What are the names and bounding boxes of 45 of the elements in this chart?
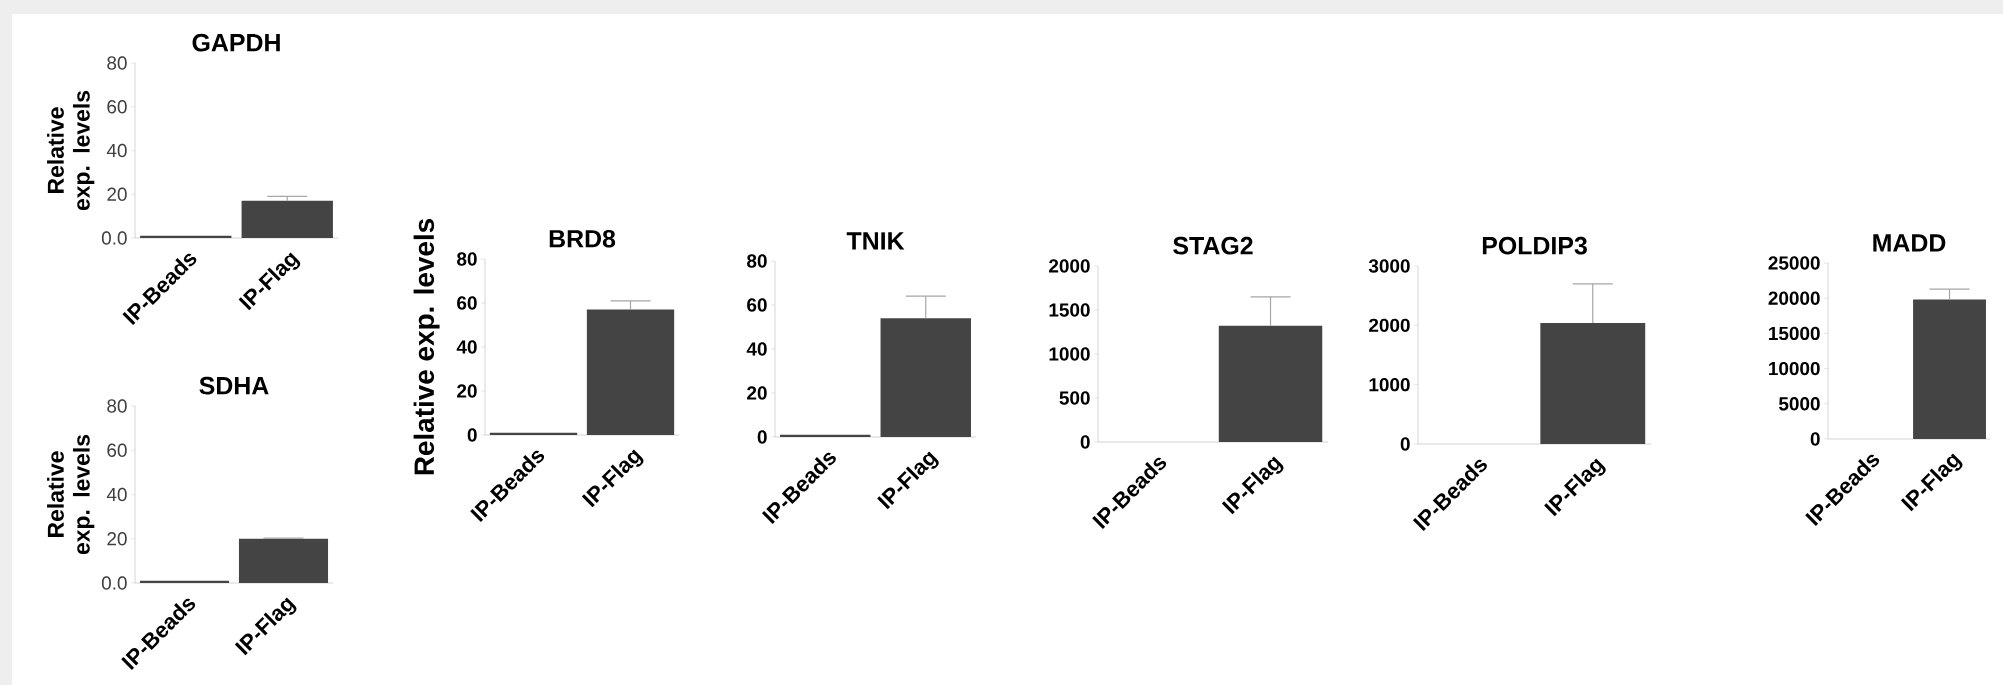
y-tick-label: 1000 bbox=[1369, 377, 1410, 392]
y-tick-label: 0 bbox=[1400, 437, 1410, 451]
chart-title: POLDIP3 bbox=[1482, 236, 1587, 255]
y-tick-label: 20 bbox=[107, 532, 127, 546]
chart-title: STAG2 bbox=[1173, 236, 1253, 255]
y-tick-label: 10000 bbox=[1769, 361, 1820, 376]
y-tick-label: 0 bbox=[757, 430, 767, 444]
y-tick-label: 20 bbox=[107, 187, 127, 201]
y-tick-label: 2000 bbox=[1369, 318, 1410, 333]
y-tick-label: 20 bbox=[747, 386, 767, 400]
y-tick-label: 40 bbox=[106, 143, 127, 158]
y-tick-label: 0 bbox=[1810, 432, 1820, 446]
chart-title: TNIK bbox=[846, 232, 905, 250]
y-tick-label: 500 bbox=[1059, 391, 1090, 405]
chart-title: MADD bbox=[1873, 234, 1946, 252]
y-tick-label: 20000 bbox=[1768, 291, 1820, 305]
y-tick-label: 0.0 bbox=[101, 231, 127, 245]
y-tick-label: 0 bbox=[1080, 435, 1090, 449]
y-tick-label: 20 bbox=[457, 384, 477, 398]
y-tick-label: 3000 bbox=[1368, 259, 1410, 273]
y-axis-title: Relative exp. levels bbox=[47, 90, 95, 211]
y-tick-label: 0 bbox=[467, 428, 477, 442]
y-tick-label: 25000 bbox=[1768, 256, 1820, 270]
y-tick-label: 40 bbox=[746, 342, 767, 356]
chart-title: GAPDH bbox=[192, 33, 280, 52]
y-tick-label: 80 bbox=[107, 399, 127, 413]
y-tick-label: 60 bbox=[107, 443, 127, 457]
y-tick-label: 40 bbox=[106, 487, 127, 502]
y-tick-label: 15000 bbox=[1769, 326, 1820, 341]
y-axis-title: Relative exp. levels bbox=[47, 434, 95, 555]
y-tick-label: 60 bbox=[457, 296, 477, 310]
y-tick-label: 80 bbox=[747, 254, 767, 268]
y-tick-label: 5000 bbox=[1778, 397, 1820, 411]
y-tick-label: 80 bbox=[107, 56, 127, 70]
y-tick-label: 2000 bbox=[1049, 259, 1090, 273]
y-tick-label: 60 bbox=[107, 100, 127, 114]
y-tick-label: 1000 bbox=[1049, 347, 1090, 361]
y-tick-label: 40 bbox=[456, 340, 477, 354]
y-tick-label: 1500 bbox=[1049, 303, 1090, 317]
chart-title: SDHA bbox=[199, 376, 269, 395]
y-axis-title: Relative exp. levels bbox=[413, 218, 440, 475]
y-tick-label: 80 bbox=[457, 252, 477, 266]
y-tick-label: 0.0 bbox=[101, 576, 127, 590]
y-tick-label: 60 bbox=[747, 298, 767, 312]
chart-title: BRD8 bbox=[549, 229, 616, 248]
